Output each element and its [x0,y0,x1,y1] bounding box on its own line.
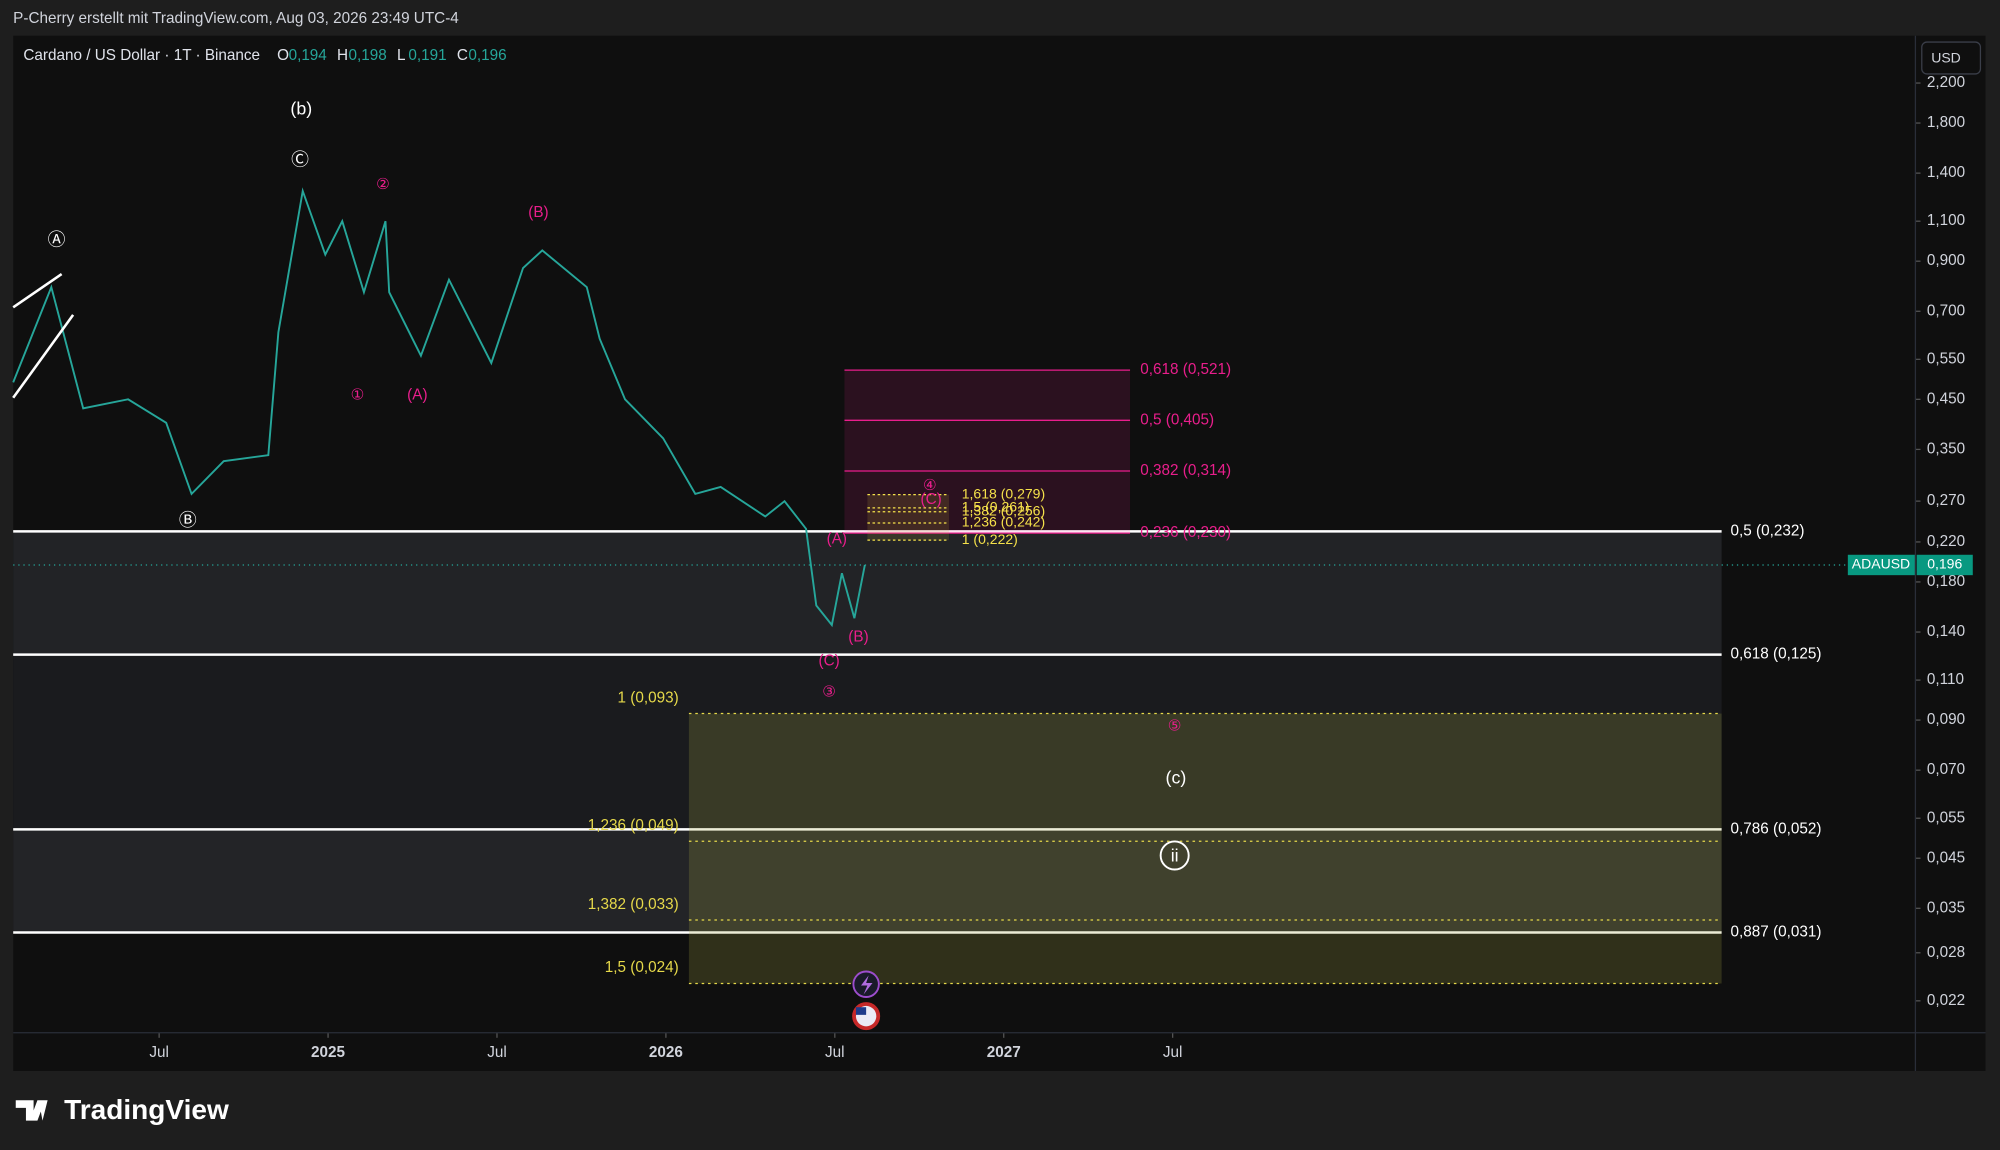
y-tick-label: 0,140 [1927,623,1965,640]
y-tick-label: 1,100 [1927,212,1965,229]
wave-label: ii [1171,845,1179,865]
y-tick-label: 0,055 [1927,809,1965,826]
y-tick-label: 0,022 [1927,992,1965,1009]
wave-label: Ⓑ [179,510,197,530]
ohlc-legend: O 0,194 H 0,198 L 0,191 C 0,196 [277,47,506,64]
wave-label: Ⓐ [48,230,66,250]
y-tick-label: 0,070 [1927,761,1965,778]
fib-label: 1,5 (0,024) [605,959,679,976]
fib-zone [867,494,950,541]
fib-label: 1,5 (0,261) [962,499,1030,515]
header: P-Cherry erstellt mit TradingView.com, A… [13,10,459,27]
wave-label: ④ [923,477,937,494]
y-tick-label: 0,350 [1927,440,1965,457]
y-tick-label: 0,220 [1927,533,1965,550]
trendline [12,314,75,399]
fib-zone [844,370,1131,534]
wave-label: Ⓒ [291,149,309,169]
y-tick-label: 0,180 [1927,573,1965,590]
fib-zone [688,713,1722,984]
fib-band [13,654,1722,830]
x-tick-label: 2026 [649,1044,683,1061]
y-tick-label: 0,270 [1927,492,1965,509]
y-tick-label: 0,700 [1927,302,1965,319]
wave-label: ⑤ [1168,718,1182,735]
wave-label: (C) [819,653,840,670]
y-tick-label: 0,090 [1927,711,1965,728]
x-tick-label: Jul [1163,1044,1183,1061]
wave-label: (c) [1166,768,1187,788]
ohlc-key: C [457,47,468,64]
fib-label: 0,618 (0,125) [1731,646,1822,663]
ohlc-key: L [397,47,406,64]
x-tick-label: Jul [825,1044,845,1061]
fib-label: 0,5 (0,232) [1731,522,1805,539]
trendline [12,273,63,309]
fib-label: 0,236 (0,230) [1140,524,1231,541]
price-line [12,187,866,628]
fib-levels: 0,5 (0,232) 0,618 (0,125) 0,786 (0,052) 0,8… [13,361,1822,985]
y-tick-label: 1,800 [1927,114,1965,131]
fib-label: 0,786 (0,052) [1731,820,1822,837]
y-tick-label: 1,400 [1927,164,1965,181]
fib-label: 1,236 (0,242) [962,514,1045,530]
wave-label: ② [376,176,390,193]
y-tick-label: 0,550 [1927,350,1965,367]
fib-label: 0,618 (0,521) [1140,361,1231,378]
fib-label: 1,382 (0,256) [962,502,1045,518]
axes: 2,200 1,800 1,400 1,100 0,900 0,700 0,550 0,450… [149,74,1965,1061]
event-flag [855,1007,867,1015]
wave-label: ① [351,386,365,403]
fib-band [13,829,1722,933]
fib-label: 1,618 (0,279) [962,485,1045,501]
wave-circle [1159,840,1190,871]
wave-label: (b) [290,98,312,118]
wave-label: (A) [827,530,847,547]
y-tick-label: 0,028 [1927,944,1965,961]
y-tick-label: 0,045 [1927,849,1965,866]
x-tick-label: 2027 [987,1044,1021,1061]
event-icon-glyph [861,975,873,995]
fib-label: 1 (0,093) [618,689,679,706]
fib-label: 0,382 (0,314) [1140,462,1231,479]
wave-label: (C) [921,491,942,508]
ohlc-key: O [277,47,289,64]
symbol-badge [1847,554,1916,576]
brand: TradingView [64,1094,229,1125]
ohlc-value: 0,198 [349,47,387,64]
ohlc-value: 0,191 [408,47,446,64]
wave-label: (B) [528,204,548,221]
price: ADAUSD 0,196 [12,187,1973,628]
bands [13,531,1722,933]
y-tick-label: 0,110 [1927,671,1964,688]
fib-band [13,531,1722,655]
fib-label: 1 (0,222) [962,531,1018,547]
fib-label: 0,887 (0,031) [1731,924,1822,941]
y-tick-label: 0,450 [1927,390,1965,407]
ohlc-value: 0,194 [289,47,328,64]
symbol-label: ADAUSD [1852,556,1910,572]
y-tick-label: 2,200 [1927,74,1965,91]
wave-label: (A) [407,386,427,403]
chart-title: Cardano / US Dollar · 1T · Binance [23,47,260,64]
wave-labels: (b) Ⓒ Ⓐ Ⓑ ② (B) ① (A) ④ (C) (A) (B) (C) … [48,98,1190,871]
ohlc-value: 0,196 [468,47,506,64]
price-label: 0,196 [1927,556,1962,572]
y-tick-label: 0,900 [1927,252,1965,269]
price-badge [1916,554,1973,576]
fib-label: 0,5 (0,405) [1140,411,1214,428]
y-tick-label: 0,035 [1927,899,1965,916]
x-tick-label: 2025 [311,1044,345,1061]
currency-label: USD [1931,49,1961,65]
wave-label: (B) [848,629,868,646]
ohlc-key: H [337,47,348,64]
x-tick-label: Jul [487,1044,507,1061]
fib-label: 1,382 (0,033) [588,896,679,913]
fib-label: 1,236 (0,049) [588,817,679,834]
brand-logo [15,1100,48,1121]
x-tick-label: Jul [149,1044,169,1061]
currency-button[interactable] [1921,41,1982,75]
wave-label: ③ [822,683,836,700]
